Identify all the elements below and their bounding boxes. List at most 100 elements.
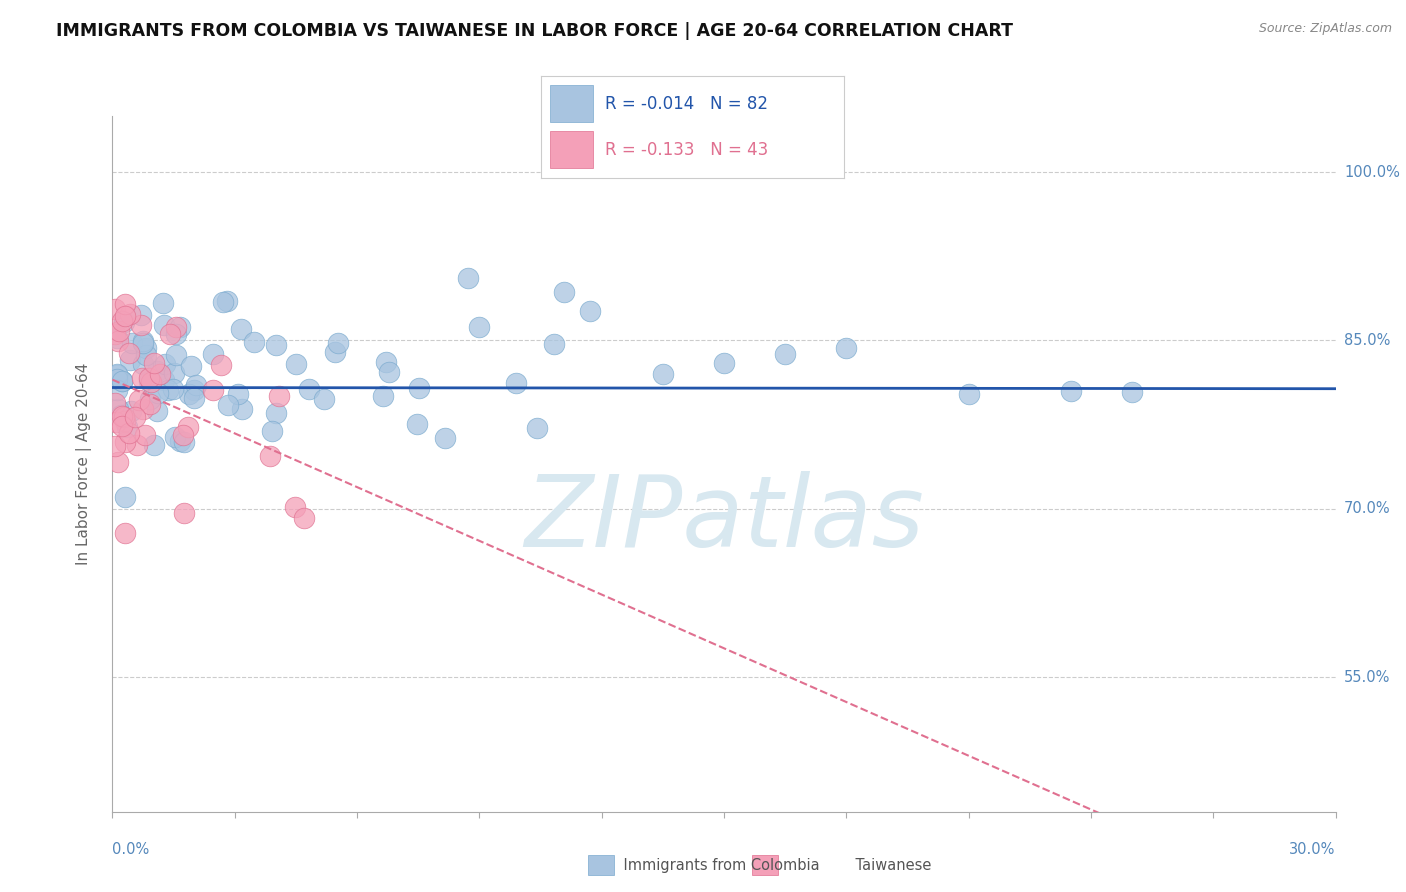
Point	[129, 308, 152, 322]
Point	[111, 375, 134, 389]
Point	[165, 320, 187, 334]
Point	[284, 500, 307, 515]
Point	[553, 285, 575, 299]
Point	[114, 414, 136, 428]
Point	[139, 376, 162, 390]
Point	[434, 431, 457, 445]
FancyBboxPatch shape	[752, 855, 779, 875]
Point	[231, 401, 253, 416]
Point	[131, 318, 153, 332]
Point	[114, 296, 136, 310]
Point	[105, 371, 128, 385]
Point	[132, 358, 155, 372]
Point	[114, 490, 136, 504]
Point	[378, 365, 401, 379]
Point	[177, 420, 200, 434]
Text: Taiwanese: Taiwanese	[837, 858, 931, 872]
Point	[713, 356, 735, 370]
Point	[135, 348, 157, 362]
Point	[146, 403, 169, 417]
Point	[209, 358, 232, 372]
Point	[127, 438, 149, 452]
Point	[269, 388, 291, 402]
Point	[111, 419, 134, 434]
Point	[374, 354, 396, 368]
Point	[226, 386, 249, 401]
Point	[202, 347, 225, 361]
FancyBboxPatch shape	[550, 85, 593, 122]
Point	[132, 334, 155, 348]
Point	[184, 377, 207, 392]
Point	[526, 421, 548, 435]
Point	[260, 424, 283, 438]
Point	[121, 335, 143, 350]
Point	[323, 345, 346, 359]
Point	[215, 294, 238, 309]
Point	[114, 526, 136, 541]
Text: R = -0.014   N = 82: R = -0.014 N = 82	[605, 95, 768, 112]
Point	[298, 382, 321, 396]
Point	[163, 367, 186, 381]
Text: 85.0%: 85.0%	[1344, 333, 1391, 348]
Point	[118, 426, 141, 441]
Point	[153, 357, 176, 371]
Point	[166, 348, 188, 362]
Point	[406, 417, 429, 431]
Text: Source: ZipAtlas.com: Source: ZipAtlas.com	[1258, 22, 1392, 36]
Point	[652, 368, 675, 382]
Text: R = -0.133   N = 43: R = -0.133 N = 43	[605, 141, 768, 159]
Point	[107, 401, 129, 416]
Point	[152, 295, 174, 310]
FancyBboxPatch shape	[550, 131, 593, 168]
Point	[408, 381, 430, 395]
Point	[183, 383, 205, 397]
Point	[169, 434, 191, 448]
Point	[284, 357, 308, 371]
Point	[153, 373, 176, 387]
Point	[165, 327, 187, 342]
Point	[112, 409, 135, 424]
Point	[104, 415, 127, 429]
Point	[243, 335, 266, 350]
Text: Immigrants from Colombia: Immigrants from Colombia	[605, 858, 820, 872]
Point	[505, 376, 527, 390]
Point	[468, 319, 491, 334]
Point	[231, 322, 253, 336]
Point	[211, 295, 233, 310]
Point	[118, 346, 141, 360]
Point	[173, 435, 195, 450]
Point	[138, 374, 160, 388]
Text: 100.0%: 100.0%	[1344, 164, 1400, 179]
Point	[173, 507, 195, 521]
Point	[162, 383, 184, 397]
Point	[103, 302, 125, 317]
Point	[217, 398, 239, 412]
Point	[143, 356, 166, 370]
Point	[259, 450, 281, 464]
Point	[103, 439, 125, 453]
Point	[110, 408, 132, 422]
Point	[105, 368, 128, 383]
Point	[107, 454, 129, 468]
Text: ZIPatlas: ZIPatlas	[524, 471, 924, 568]
Point	[120, 403, 142, 417]
Point	[153, 318, 176, 332]
Point	[138, 392, 160, 407]
Point	[114, 309, 136, 323]
Point	[139, 396, 162, 410]
Point	[159, 326, 181, 341]
Text: 0.0%: 0.0%	[112, 842, 149, 857]
Point	[326, 335, 349, 350]
Point	[103, 326, 125, 341]
Point	[314, 392, 336, 406]
Point	[835, 341, 858, 355]
Point	[132, 402, 155, 417]
Point	[111, 375, 134, 389]
Point	[169, 320, 191, 334]
Point	[146, 364, 169, 378]
Point	[183, 391, 205, 405]
Point	[107, 383, 129, 397]
Point	[148, 385, 170, 400]
Point	[292, 510, 315, 524]
Point	[134, 428, 156, 442]
